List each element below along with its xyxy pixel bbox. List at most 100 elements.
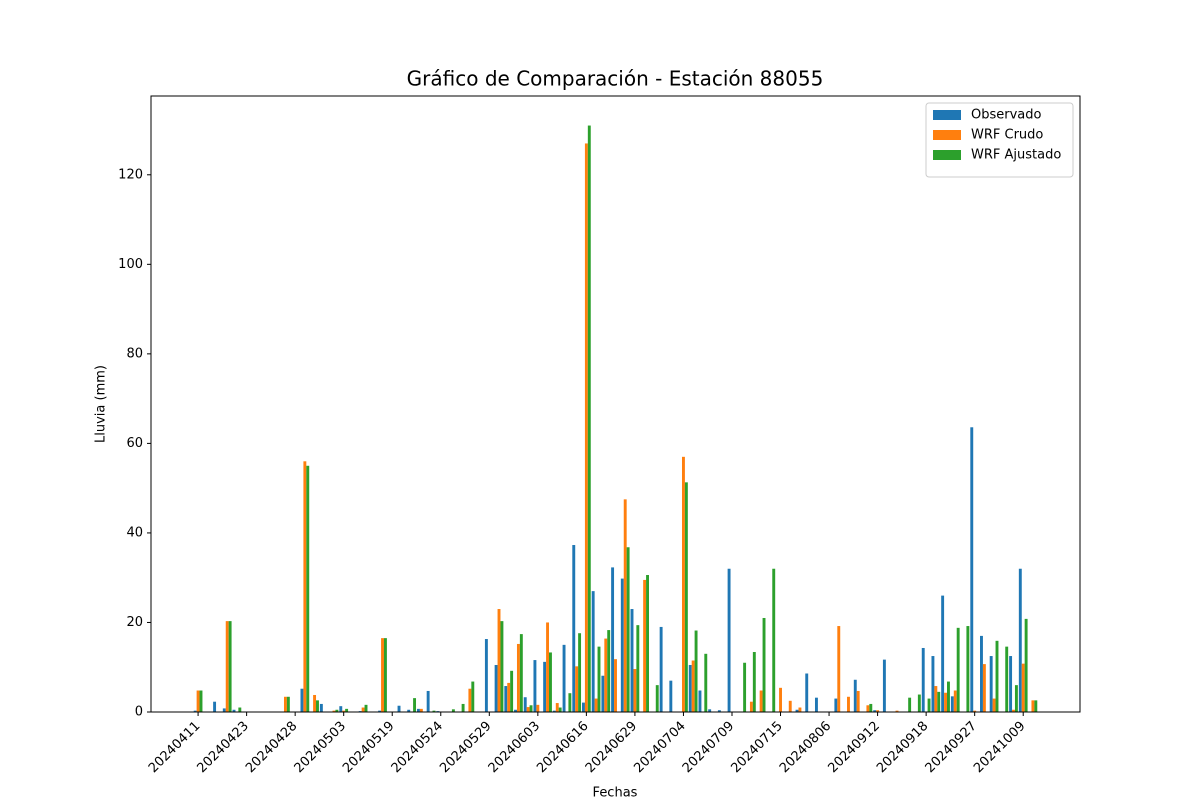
bar [834,698,838,712]
bar [749,701,753,712]
bar [908,697,912,712]
legend-swatch [933,130,961,140]
bar [584,143,588,712]
bar [303,461,307,712]
legend-label: WRF Ajustado [971,148,1061,163]
bar [982,664,986,712]
bar [895,710,899,712]
bar [646,575,649,712]
bar [604,638,608,712]
bar [494,664,498,712]
bar [727,568,731,712]
bar [956,627,960,712]
bar [1031,700,1035,712]
bar [471,681,475,712]
bar [461,703,465,712]
bar [555,703,559,712]
bar [752,652,756,712]
y-tick-label: 60 [126,436,143,451]
bar [342,710,346,712]
bar [364,704,368,712]
y-tick-label: 120 [118,167,143,182]
bar [504,686,508,712]
bar [468,688,472,712]
bar [931,656,935,712]
bar [332,710,336,712]
bar [594,698,598,712]
bar [655,685,659,712]
bar [681,456,685,712]
legend-label: Observado [971,108,1042,123]
bar [419,708,423,712]
bar [543,661,547,712]
bar [927,698,931,712]
bar [510,670,514,712]
bar [222,708,226,712]
bar [516,643,520,712]
bar [316,700,319,712]
bar [950,696,954,712]
bar [688,664,692,712]
bar [937,691,941,712]
bar [575,666,579,712]
y-tick-label: 100 [118,257,143,272]
bar [232,709,236,712]
bar [947,681,950,712]
bar [798,707,802,712]
bar [426,690,430,712]
bar [1014,685,1018,712]
bar [873,710,877,712]
bar [432,710,436,712]
x-axis-label: Fechas [593,786,638,800]
bar [526,707,530,712]
bar [1009,656,1013,712]
bar [659,626,663,712]
bar [691,660,695,712]
bar [335,709,339,712]
bar [193,710,197,712]
bar [484,639,488,712]
chart-title: Gráfico de Comparación - Estación 88055 [407,67,824,91]
bar [378,710,382,712]
bar [853,679,857,712]
bar [497,609,501,712]
bar [970,427,974,712]
bar [882,659,886,712]
bar [519,634,523,712]
bar [779,687,782,712]
bar [416,708,420,712]
bar [339,706,343,712]
bar [578,633,582,712]
bar [523,697,527,712]
bar [630,609,634,712]
bar [847,696,850,712]
bar [300,688,304,712]
bar [795,709,799,712]
bar [1018,568,1022,712]
bar [381,638,384,712]
bar [507,682,511,712]
bar [1012,709,1015,712]
bar [361,707,365,712]
bar [611,567,615,712]
bar [196,690,200,712]
bar [407,709,411,712]
bar [601,675,605,712]
bar [572,545,576,712]
bar [698,690,702,712]
bar [866,705,870,712]
bar [626,547,630,712]
bar [549,652,552,712]
bar [708,709,712,712]
bar [684,482,688,712]
bar [614,659,617,712]
bar [591,591,595,712]
bar [286,696,290,712]
bar [345,708,349,712]
bar [562,644,566,712]
bar [837,626,841,712]
bar [1005,646,1009,712]
bar [643,579,647,712]
